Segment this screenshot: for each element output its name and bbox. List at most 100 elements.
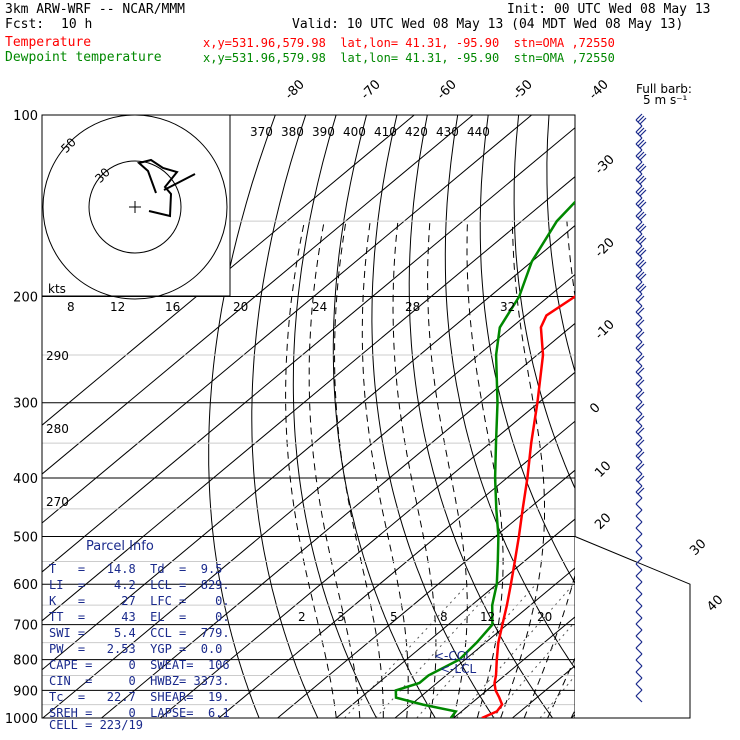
parcel-row: LI = 4.2 LCL = 829. <box>49 578 230 592</box>
pressure-tick-label: 100 <box>13 109 38 124</box>
pressure-tick-label: 500 <box>13 530 38 545</box>
wind-barb <box>635 269 647 283</box>
mixing-ratio-label: 20 <box>233 300 248 314</box>
pressure-tick-label: 300 <box>13 397 38 412</box>
wind-barb <box>635 629 643 643</box>
isotherm-line <box>42 224 575 671</box>
wind-barb <box>635 149 647 163</box>
wind-barb <box>635 689 643 703</box>
wind-barb <box>635 233 647 247</box>
moist-adiabat <box>427 221 468 718</box>
storm-motion-vector <box>163 173 196 191</box>
lcl-marker: <-LCL <box>440 662 476 676</box>
isotherm-line <box>42 115 474 475</box>
mixing-ratio-label: 28 <box>405 300 420 314</box>
wind-barb <box>635 161 647 175</box>
pressure-tick-label: 400 <box>13 472 38 487</box>
temperature-legend-info: x,y=531.96,579.98 lat,lon= 41.31, -95.90… <box>203 36 615 50</box>
wind-barb <box>635 473 645 487</box>
mixing-ratio-label-low: 12 <box>480 610 495 624</box>
wind-barb <box>635 173 647 187</box>
isotherm-label-right: 40 <box>704 593 726 615</box>
parcel-row: SREH = 0 LAPSE= 6.1 <box>49 706 230 720</box>
parcel-row: CIN = 0 HWBZ= 3373. <box>49 674 230 688</box>
isotherm-line <box>42 115 533 524</box>
dewpoint-legend-info: x,y=531.96,579.98 lat,lon= 41.31, -95.90… <box>203 51 615 65</box>
dewpoint-profile <box>394 200 575 718</box>
wind-barb <box>635 185 647 199</box>
wind-barb <box>635 461 645 475</box>
isotherm-line <box>42 273 575 718</box>
wind-barb <box>635 581 643 595</box>
pressure-tick-label: 1000 <box>5 712 38 727</box>
dewpoint-legend-label: Dewpoint temperature <box>5 50 162 65</box>
isotherm-label-right: 10 <box>592 459 614 481</box>
mixing-ratio-label-low: 8 <box>440 610 448 624</box>
wind-barb <box>635 293 645 307</box>
wind-barbs <box>635 113 647 703</box>
wind-barb <box>635 545 643 559</box>
isotherm-label-right: -10 <box>592 317 618 343</box>
wind-barb <box>635 197 647 211</box>
mixing-ratio-label: 16 <box>165 300 180 314</box>
temperature-legend-label: Temperature <box>5 35 92 50</box>
wind-barb <box>635 209 647 223</box>
wind-barb <box>635 245 647 259</box>
plot-extension <box>574 536 691 719</box>
mixing-ratio-label-low: 20 <box>537 610 552 624</box>
moist-adiabats <box>285 221 575 718</box>
wind-barb <box>635 221 647 235</box>
wind-barb <box>635 341 645 355</box>
parcel-row: T = 14.8 Td = 9.5 <box>49 562 223 576</box>
wind-barb <box>635 281 647 295</box>
plot-frame <box>41 114 691 719</box>
parcel-row: TT = 43 EL = 0. <box>49 610 230 624</box>
pressure-tick-label: 900 <box>13 684 38 699</box>
moist-adiabat <box>466 221 504 718</box>
moist-adiabat <box>361 221 409 718</box>
isotherm-label-top: -80 <box>282 77 308 103</box>
parcel-row: PW = 2.53 YGP = 0.0 <box>49 642 223 656</box>
dry-adiabat <box>251 115 319 718</box>
theta-label: 400 <box>343 125 366 139</box>
isotherm-label-top: -60 <box>434 77 460 103</box>
wind-barb <box>635 365 645 379</box>
temperature-profile <box>481 295 575 718</box>
theta-label: 420 <box>405 125 428 139</box>
moist-adiabat <box>500 221 545 718</box>
wind-barb <box>635 401 645 415</box>
barb-legend-line2: 5 m s⁻¹ <box>643 93 688 107</box>
isotherm-label-right: -20 <box>592 235 618 261</box>
theta-label-left: 290 <box>46 349 69 363</box>
pressure-tick-label: 200 <box>13 291 38 306</box>
theta-label: 380 <box>281 125 304 139</box>
parcel-row: SWI = 5.4 CCL = 779. <box>49 626 230 640</box>
ccl-marker: <-CCL <box>434 649 472 663</box>
wind-barb <box>635 605 643 619</box>
theta-label: 370 <box>250 125 273 139</box>
parcel-info-panel: Parcel Info T = 14.8 Td = 9.5 LI = 4.2 L… <box>40 536 230 732</box>
hodograph-ring <box>42 114 228 300</box>
parcel-row: CAPE = 0 SWEAT= 106 <box>49 658 230 672</box>
wind-barb <box>635 617 643 631</box>
mixing-ratio-line <box>456 583 574 718</box>
wind-barb <box>635 425 645 439</box>
wind-barb <box>635 305 645 319</box>
wind-barb <box>635 389 645 403</box>
isotherm-label-right: 0 <box>587 400 603 416</box>
init-time: Init: 00 UTC Wed 08 May 13 <box>507 2 711 17</box>
wind-barb <box>635 449 645 463</box>
barb-legend-line1: Full barb: <box>636 82 692 96</box>
dry-adiabat <box>292 115 378 718</box>
chart-header: 3km ARW-WRF -- NCAR/MMM Init: 00 UTC Wed… <box>0 0 740 70</box>
isotherm-label-right: 20 <box>592 511 614 533</box>
isotherm-label-top: -40 <box>586 77 612 103</box>
wind-barb <box>635 377 645 391</box>
theta-label: 440 <box>467 125 490 139</box>
mixing-ratio-label: 12 <box>110 300 125 314</box>
mixing-ratio-label-low: 5 <box>390 610 398 624</box>
theta-label: 410 <box>374 125 397 139</box>
wind-barb <box>635 521 643 535</box>
wind-barb <box>635 593 643 607</box>
parcel-row: Tc = 22.7 SHEAR= 19. <box>49 690 230 704</box>
